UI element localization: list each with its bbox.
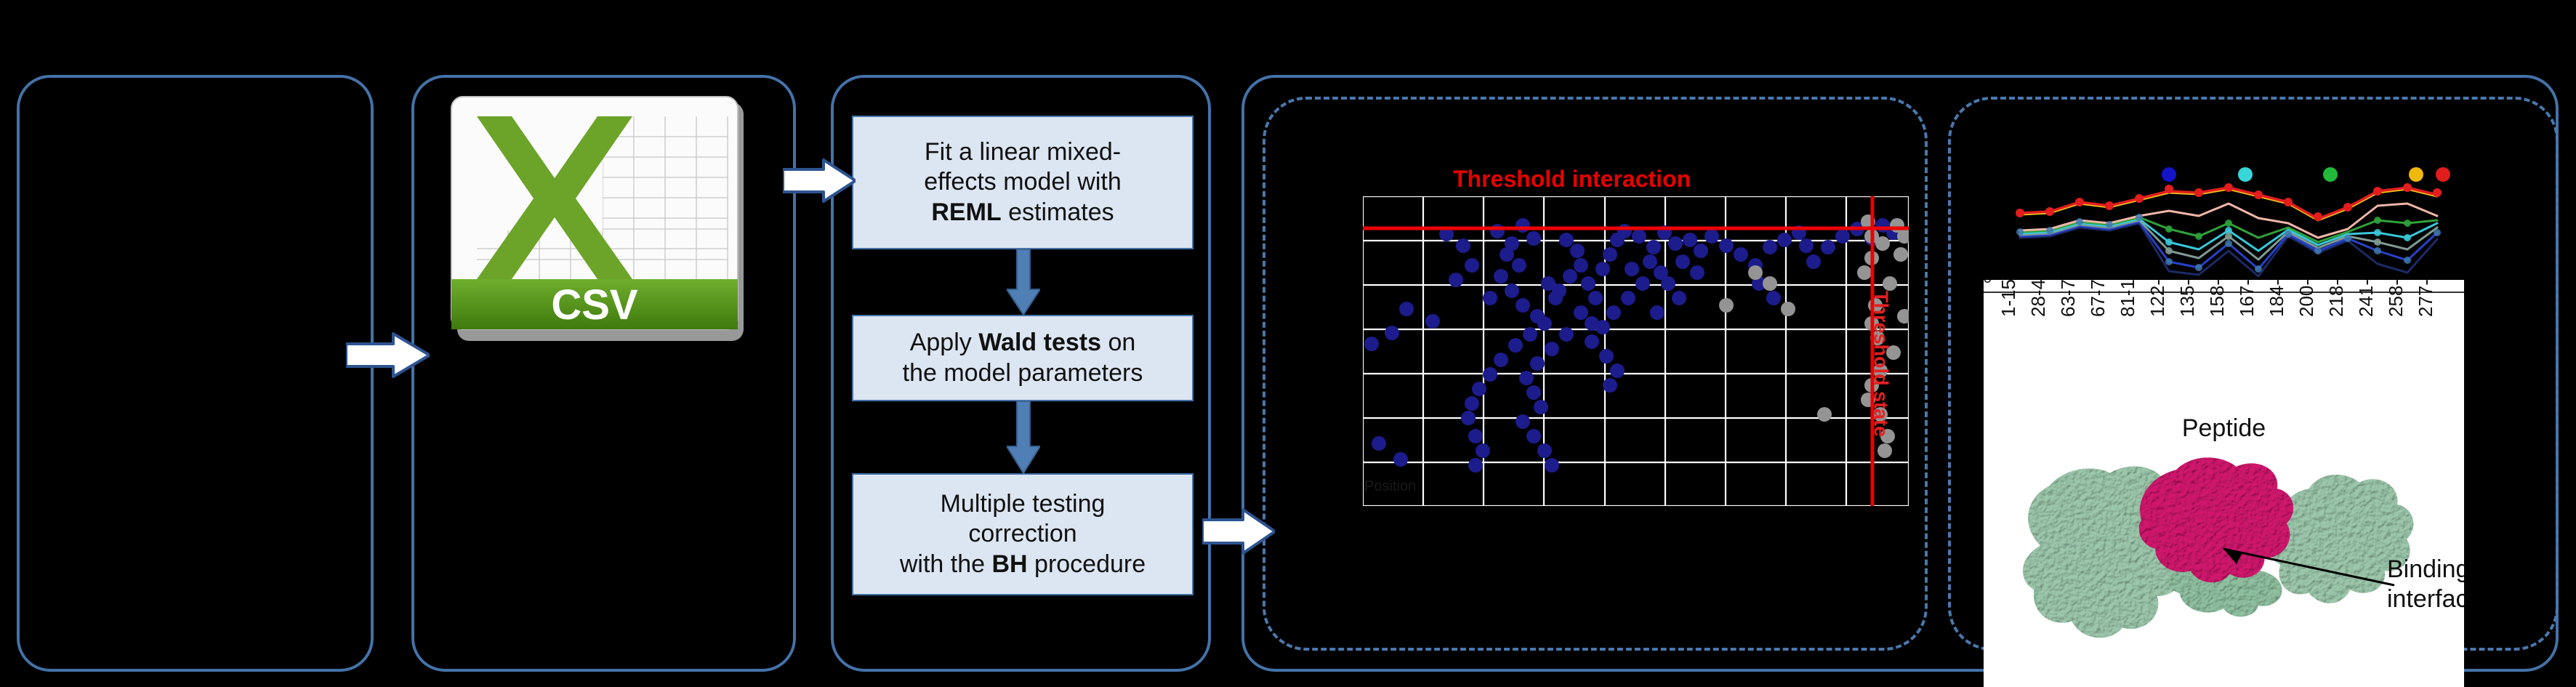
- svg-text:Position: Position: [1364, 478, 1416, 494]
- svg-text:CSV: CSV: [551, 281, 638, 329]
